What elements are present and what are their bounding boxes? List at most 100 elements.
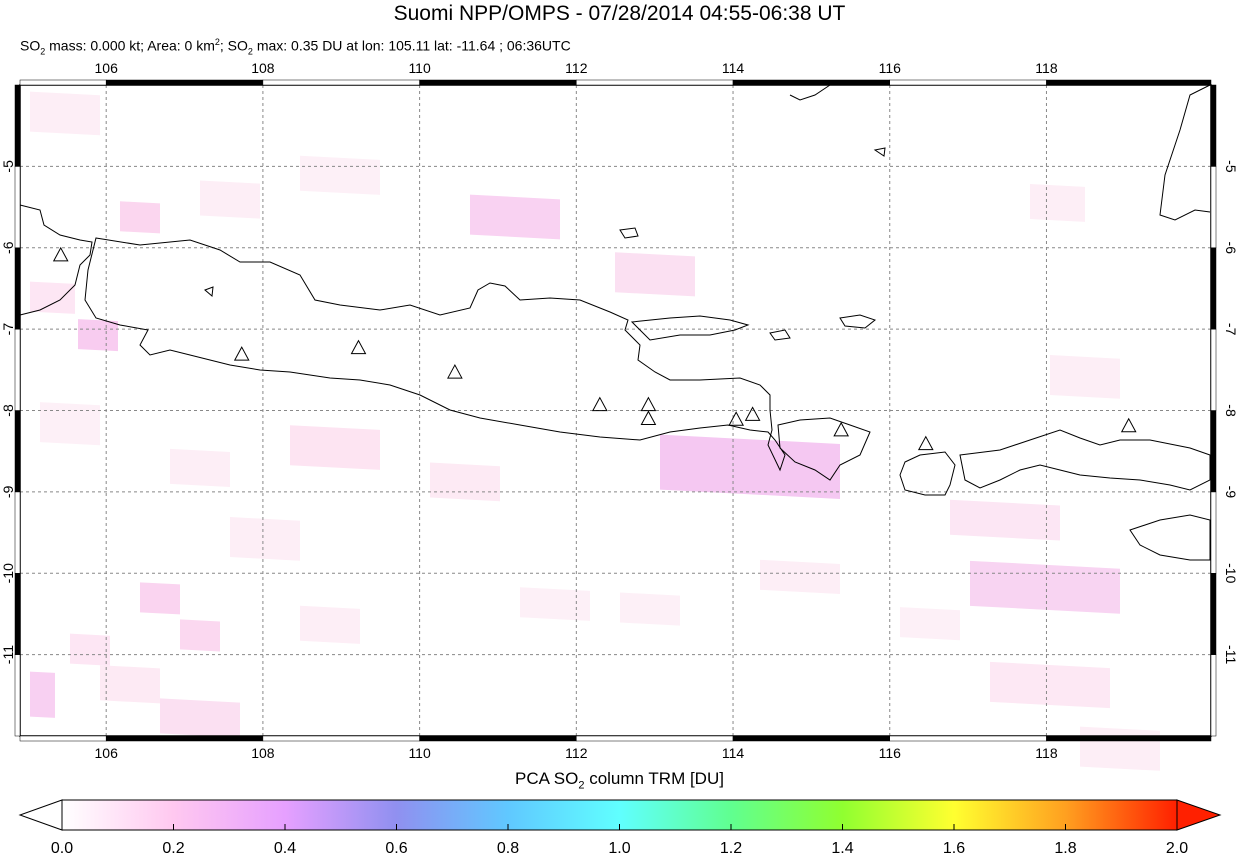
lat-tick-label-left: -7 — [0, 323, 16, 336]
java-coast — [84, 237, 786, 472]
lat-tick-label-left: -10 — [0, 563, 16, 583]
lon-bar-top-segment — [19, 79, 107, 86]
colorbar: 0.0 0.2 0.4 0.6 0.8 1.0 1.2 1.4 1.6 1.8 2.0 — [18, 799, 1222, 855]
lon-bar-bottom-segment — [576, 735, 734, 742]
colorbar-min-arrow — [18, 799, 63, 831]
lon-bar-top-segment — [105, 79, 264, 86]
colorbar-tick-label: 0.2 — [162, 840, 184, 855]
lon-tick-label-bottom: 118 — [1035, 745, 1058, 761]
lon-bar-bottom-segment — [1046, 735, 1212, 742]
lat-bar-left-segment — [14, 491, 21, 574]
lon-bar-top-segment — [732, 79, 890, 86]
colorbar-tick-label: 1.6 — [943, 840, 965, 855]
colorbar-tick-label: 0.4 — [274, 840, 296, 855]
lat-bar-right-segment — [1210, 654, 1217, 737]
lat-labels-right: -5 -6 -7 -8 -9 -10 -11 — [1223, 160, 1239, 664]
lat-bar-left-segment — [14, 166, 21, 248]
colorbar-tick-label: 1.0 — [608, 840, 630, 855]
lat-tick-label-left: -6 — [0, 241, 16, 254]
volcano-triangle-icon — [447, 364, 463, 379]
lat-tick-label-right: -8 — [1223, 404, 1239, 417]
lat-tick-label-right: -11 — [1223, 645, 1239, 664]
colorbar-tick-label: 0.0 — [51, 840, 73, 855]
lon-bar-bottom-segment — [732, 735, 890, 742]
lon-tick-label-top: 114 — [722, 60, 745, 76]
lat-bar-right-segment — [1210, 247, 1217, 330]
colorbar-label: PCA SO2 column TRM [DU] — [515, 769, 724, 792]
lon-bar-top-segment — [576, 79, 734, 86]
so2-pixel-layer — [30, 91, 1160, 771]
lon-tick-label-top: 118 — [1035, 60, 1058, 76]
lat-tick-label-right: -6 — [1223, 242, 1239, 255]
axis-bars — [14, 79, 1217, 742]
lon-labels-top: 106 108 110 112 114 116 118 — [95, 60, 1058, 76]
lon-bar-bottom-segment — [262, 735, 420, 742]
lon-bar-top-segment — [889, 79, 1047, 86]
volcano-triangle-icon — [52, 246, 69, 262]
volcano-triangle-icon — [833, 421, 850, 437]
lat-tick-label-right: -7 — [1223, 323, 1239, 336]
lat-bar-right-segment — [1210, 491, 1217, 574]
volcano-triangle-icon — [233, 346, 250, 361]
lon-tick-label-bottom: 110 — [408, 745, 431, 761]
lon-tick-label-bottom: 114 — [722, 745, 745, 761]
volcano-triangle-icon — [744, 406, 761, 421]
lon-bar-top-segment — [262, 79, 420, 86]
lon-bar-top-segment — [1046, 79, 1212, 86]
volcano-triangle-icon — [350, 339, 367, 355]
lat-bar-left-segment — [14, 247, 21, 330]
colorbar-tick-label: 2.0 — [1166, 840, 1188, 855]
colorbar-tick-label: 0.6 — [385, 840, 407, 855]
volcano-triangle-icon — [640, 396, 657, 412]
map-subtitle: SO2 mass: 0.000 kt; Area: 0 km2; SO2 max… — [20, 37, 571, 57]
lat-tick-label-right: -10 — [1223, 563, 1239, 583]
lon-bar-top-segment — [419, 79, 577, 86]
lat-bar-left-segment — [14, 654, 21, 737]
lon-labels-bottom: 106 108 110 112 114 116 118 — [95, 745, 1058, 761]
lon-tick-label-bottom: 112 — [565, 745, 588, 761]
lon-bar-bottom-segment — [19, 735, 107, 742]
lat-bar-right-segment — [1210, 84, 1217, 167]
volcano-triangle-icon — [917, 435, 934, 451]
bali-coast — [777, 417, 871, 481]
madura-coast — [630, 315, 750, 341]
lat-labels-left: -5 -6 -7 -8 -9 -10 -11 — [0, 160, 16, 664]
lat-bar-left-segment — [14, 410, 21, 493]
lat-tick-label-right: -5 — [1223, 160, 1239, 173]
coastline-layer — [19, 84, 1211, 561]
lon-tick-label-top: 108 — [251, 60, 275, 76]
lat-bar-right-segment — [1210, 410, 1217, 493]
lon-bar-bottom-segment — [889, 735, 1047, 742]
lon-tick-label-top: 116 — [879, 60, 902, 76]
lat-bar-left-segment — [14, 328, 21, 411]
volcano-triangle-icon — [591, 396, 608, 412]
lon-tick-label-top: 106 — [95, 60, 119, 76]
lon-tick-label-bottom: 116 — [879, 745, 902, 761]
colorbar-tick-label: 1.2 — [720, 840, 742, 855]
lat-bar-right-segment — [1210, 573, 1217, 655]
volcano-triangle-icon — [728, 411, 745, 426]
lon-tick-label-bottom: 108 — [251, 745, 275, 761]
volcano-triangle-icon — [1120, 417, 1137, 433]
small-islands — [204, 147, 886, 341]
map-title: Suomi NPP/OMPS - 07/28/2014 04:55-06:38 … — [393, 2, 846, 25]
sulawesi-coast — [1159, 84, 1211, 221]
lat-tick-label-left: -8 — [0, 404, 16, 417]
lon-tick-label-bottom: 106 — [95, 745, 119, 761]
lat-bar-right-segment — [1210, 328, 1217, 411]
colorbar-max-arrow — [1176, 799, 1222, 831]
volcano-triangle-icon — [640, 410, 657, 425]
lat-bar-left-segment — [14, 84, 21, 167]
sumbawa-coast — [959, 429, 1211, 491]
colorbar-tick-label: 1.8 — [1054, 840, 1076, 855]
lat-lon-gridlines — [20, 85, 1211, 736]
sumba-coast — [1129, 514, 1211, 561]
lat-bar-right-segment — [1210, 166, 1217, 248]
lat-tick-label-left: -9 — [0, 485, 16, 498]
volcano-markers — [52, 246, 1137, 451]
lon-tick-label-top: 110 — [408, 60, 431, 76]
colorbar-tick-label: 0.8 — [497, 840, 519, 855]
lombok-coast — [899, 451, 956, 496]
lat-tick-label-left: -11 — [0, 645, 16, 664]
